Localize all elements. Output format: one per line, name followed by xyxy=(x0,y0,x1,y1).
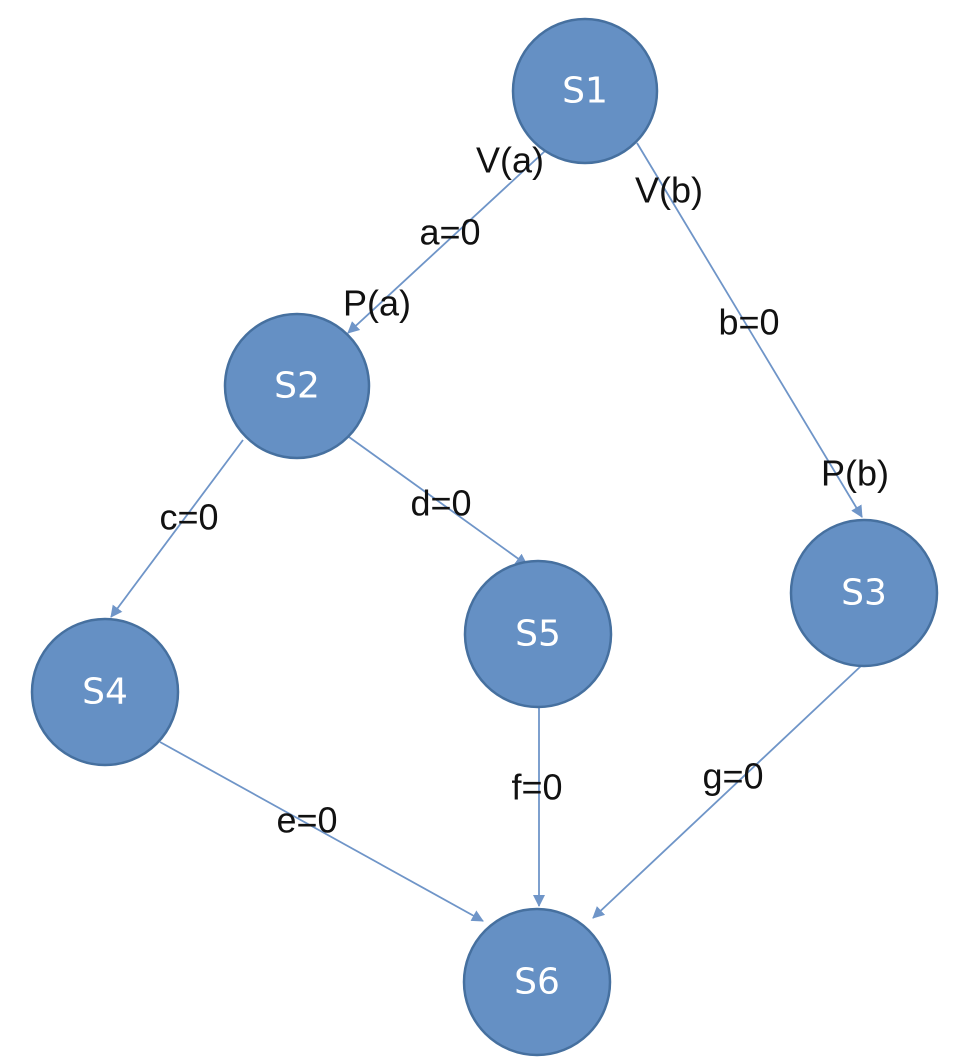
edge-s1-s2 xyxy=(347,150,546,334)
edges xyxy=(110,142,863,922)
node-label-s1: S1 xyxy=(562,71,608,112)
node-s4: S4 xyxy=(30,617,180,767)
edge-label-v-a: V(a) xyxy=(476,140,544,181)
edge-labels: V(a) a=0 P(a) V(b) b=0 P(b) c=0 d=0 e=0 … xyxy=(159,140,889,841)
node-label-s2: S2 xyxy=(274,366,320,407)
edge-label-d-0: d=0 xyxy=(410,483,471,524)
node-label-s6: S6 xyxy=(514,962,560,1003)
edge-label-c-0: c=0 xyxy=(159,497,218,538)
node-s5: S5 xyxy=(463,559,613,709)
edge-s2-s4 xyxy=(110,439,244,618)
nodes: S1 S2 S3 S4 S5 S6 xyxy=(30,17,939,1057)
edge-label-p-b: P(b) xyxy=(821,453,889,494)
edge-label-a-0: a=0 xyxy=(419,212,480,253)
node-s1: S1 xyxy=(511,17,659,165)
edge-label-g-0: g=0 xyxy=(702,756,763,797)
edge-s3-s6 xyxy=(592,665,862,919)
node-s3: S3 xyxy=(789,518,939,668)
node-s2: S2 xyxy=(223,312,371,460)
node-label-s3: S3 xyxy=(841,573,887,614)
edge-label-e-0: e=0 xyxy=(276,800,337,841)
node-label-s4: S4 xyxy=(82,672,128,713)
edge-label-f-0: f=0 xyxy=(511,767,562,808)
edge-label-b-0: b=0 xyxy=(718,302,779,343)
edge-label-v-b: V(b) xyxy=(635,170,703,211)
edge-s2-s5 xyxy=(348,436,528,566)
edge-s4-s6 xyxy=(159,741,484,922)
edge-s1-s3 xyxy=(636,142,863,518)
edge-label-p-a: P(a) xyxy=(343,283,411,324)
node-label-s5: S5 xyxy=(515,614,561,655)
node-s6: S6 xyxy=(462,907,612,1057)
